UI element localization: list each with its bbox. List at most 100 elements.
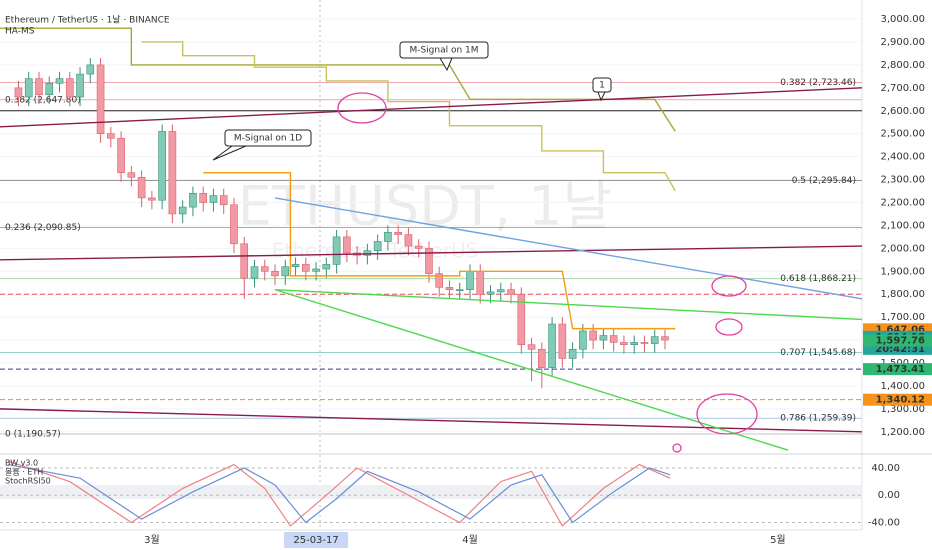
candle-body — [35, 78, 43, 96]
pane-label: 볼륨 · ETH — [5, 467, 43, 477]
callout-text: M-Signal on 1M — [409, 46, 478, 56]
callout: 1 — [592, 77, 612, 102]
candle-body — [404, 234, 413, 247]
candle-body — [158, 131, 166, 201]
y-tick-label: 40.00 — [871, 463, 900, 474]
price-badge — [863, 393, 932, 406]
candle-body — [96, 64, 105, 134]
highlight-circle — [715, 318, 743, 336]
candle-body — [630, 342, 638, 345]
price-badge-label: 1,647.06 — [876, 324, 925, 335]
highlight-circles — [337, 92, 758, 453]
candle-body — [199, 193, 207, 203]
indicator-line — [203, 171, 676, 330]
candle-body — [579, 330, 587, 350]
y-tick-label: 2,700.00 — [880, 83, 925, 94]
fib-label: 0.382 (2,723.46) — [780, 78, 856, 88]
candle-body — [589, 330, 597, 341]
candle-body — [343, 236, 351, 254]
main-pane: 0.382 (2,723.46) 0.382 (2,647.80) 0.5 (2,2… — [0, 18, 862, 451]
candle-body — [14, 87, 23, 98]
candle-body — [650, 336, 659, 344]
axes: 1,200.001,300.001,400.001,500.001,600.00… — [144, 14, 932, 548]
y-tick-label: 3,000.00 — [880, 14, 925, 25]
candle-body — [455, 289, 464, 291]
fib-label: 0.707 (1,545.68) — [780, 348, 856, 358]
candle-body — [189, 193, 197, 208]
candle-body — [507, 289, 515, 295]
candle-body — [640, 342, 649, 344]
candle-body — [148, 197, 156, 201]
candle-body — [414, 245, 423, 249]
indicator-name: HA-MS — [5, 27, 35, 37]
candle-body — [168, 131, 177, 215]
candle-body — [568, 348, 577, 359]
x-tick-label: 25-03-17 — [293, 535, 338, 546]
candle-body — [178, 206, 187, 215]
candle-body — [76, 73, 84, 98]
y-tick-label: 2,500.00 — [880, 129, 925, 140]
candle-body — [363, 250, 372, 256]
callout-text: 1 — [599, 81, 605, 91]
y-tick-label: 1,200.00 — [880, 427, 925, 438]
price-badge — [863, 334, 932, 347]
candle-body — [548, 323, 556, 368]
candle-body — [476, 270, 485, 295]
indicator-line — [274, 288, 862, 321]
y-tick-label: 2,100.00 — [880, 220, 925, 231]
y-tick-label: 2,200.00 — [880, 197, 925, 208]
candle-body — [45, 82, 54, 96]
candle-body — [260, 266, 269, 272]
candle-body — [137, 176, 146, 199]
y-tick-label: 0.00 — [878, 490, 900, 501]
callout-pointer — [597, 91, 606, 102]
fib-label: 0.236 (2,090.85) — [5, 223, 81, 233]
oscillator-band — [0, 485, 862, 499]
candle-body — [394, 232, 402, 235]
candle-body — [661, 336, 669, 341]
candle-body — [538, 348, 546, 368]
candle-body — [230, 204, 238, 245]
pane-label: BW v3.0 — [5, 459, 38, 468]
pane-label: StochRSI50 — [5, 477, 51, 486]
candle-body — [107, 133, 115, 139]
candle-body — [332, 236, 341, 265]
callout-text: M-Signal on 1D — [234, 134, 302, 144]
candle-body — [291, 264, 300, 268]
candle-body — [620, 342, 628, 345]
candle-body — [24, 78, 33, 98]
fib-label: 0.382 (2,647.80) — [5, 95, 81, 105]
indicator-line — [0, 87, 862, 128]
candle-body — [281, 266, 290, 277]
candle-body — [527, 344, 536, 350]
highlight-circle — [696, 393, 758, 435]
y-tick-label: 1,900.00 — [880, 266, 925, 277]
candle-body — [558, 323, 567, 359]
price-badge — [863, 363, 932, 376]
fib-label: 0 (1,190.57) — [5, 429, 61, 439]
candle-body — [86, 64, 95, 75]
candle-body — [302, 264, 310, 272]
chart-title: Ethereum / TetherUS · 1날 · BINANCE — [5, 15, 170, 26]
candle-body — [517, 293, 526, 345]
candle-body — [486, 291, 495, 295]
fib-label: 0.786 (1,259.39) — [780, 414, 856, 424]
callout-pointer — [439, 57, 453, 72]
indicator-line — [274, 197, 862, 300]
watermark: ETHUSDT, 1날 — [238, 175, 612, 238]
candle-body — [65, 78, 74, 98]
event-marker — [672, 443, 682, 453]
y-tick-label: 1,800.00 — [880, 289, 925, 300]
price-badge-label: 20:42:31 — [875, 344, 925, 355]
y-tick-label: 2,800.00 — [880, 60, 925, 71]
candle-body — [209, 195, 218, 203]
candle-body — [599, 335, 608, 341]
y-tick-label: 1,700.00 — [880, 312, 925, 323]
y-tick-label: 2,600.00 — [880, 106, 925, 117]
highlight-circle — [337, 92, 387, 124]
candle-body — [240, 243, 249, 279]
callout-box — [399, 41, 489, 59]
oscillator-line — [8, 463, 671, 524]
y-tick-label: 1,400.00 — [880, 381, 925, 392]
candle-body — [322, 264, 331, 270]
